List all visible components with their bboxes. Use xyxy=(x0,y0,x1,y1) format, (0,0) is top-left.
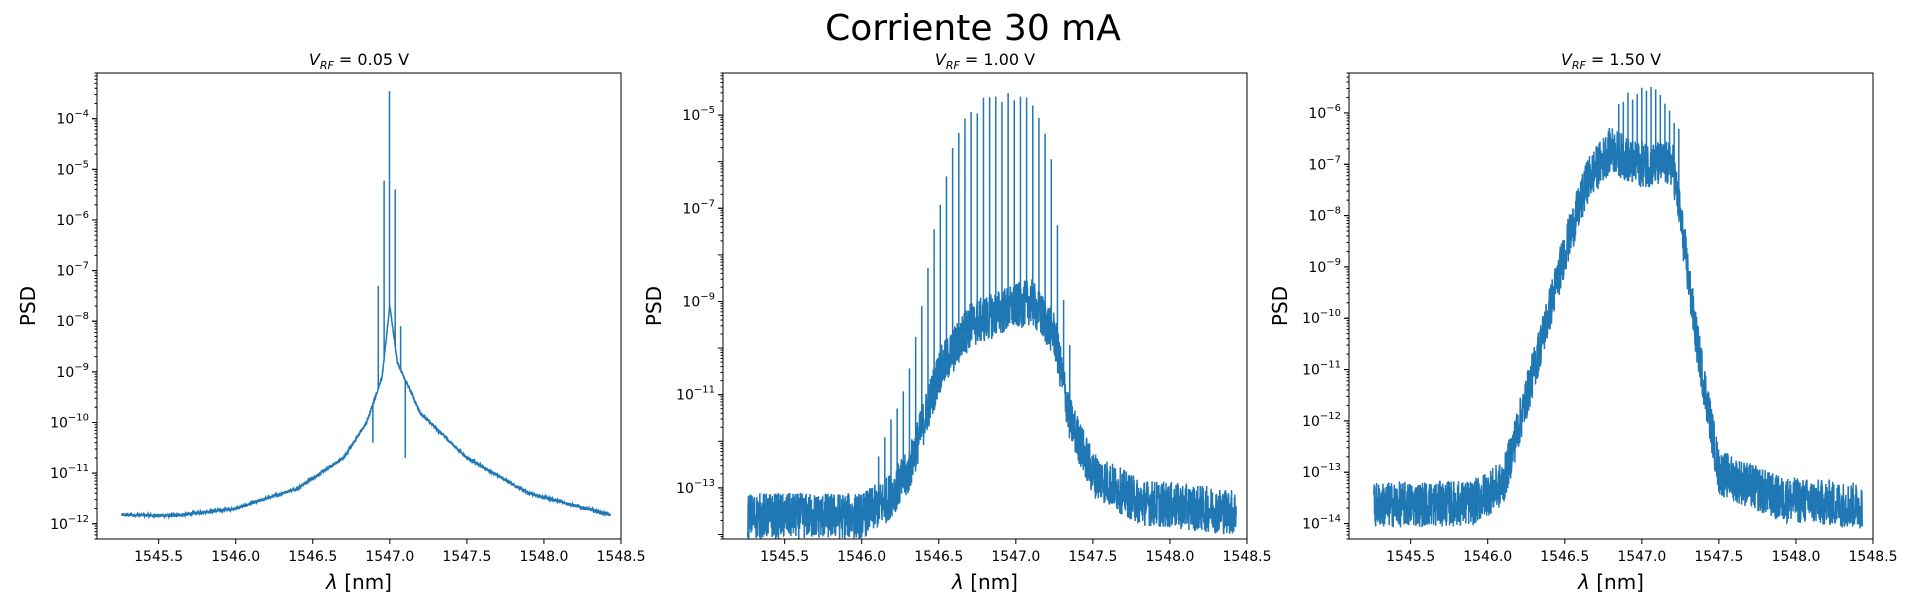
y-tick-label: 10−7 xyxy=(56,261,89,280)
subplot-3: 1545.5 1546.0 1546.5 1547.0 1547.5 1548.0 1548… xyxy=(1268,50,1898,594)
y-tick-label: 10−9 xyxy=(1308,257,1341,276)
x-tick-label: 1548.0 xyxy=(1145,549,1194,565)
y-tick-label: 10−4 xyxy=(56,109,89,128)
y-tick-label: 10−12 xyxy=(50,514,89,533)
y-tick-label: 10−5 xyxy=(682,105,715,124)
axes-frame xyxy=(1348,72,1874,540)
x-tick-label: 1546.5 xyxy=(914,549,963,565)
y-tick-label: 10−7 xyxy=(1308,154,1341,173)
subplot-title: VRF = 1.00 V xyxy=(935,50,1035,72)
x-tick-label: 1546.5 xyxy=(288,549,337,565)
x-tick-label: 1548.0 xyxy=(1771,549,1820,565)
subplot-title: VRF = 1.50 V xyxy=(1561,50,1661,72)
x-tick-label: 1548.5 xyxy=(1223,549,1272,565)
x-axis-label: λ [nm] xyxy=(1577,570,1644,594)
comb-lines xyxy=(877,93,1071,506)
y-tick-label: 10−8 xyxy=(56,311,89,330)
y-tick-label: 10−11 xyxy=(1302,360,1341,379)
x-tick-label: 1547.0 xyxy=(1617,549,1666,565)
subplot-1: 1545.5 1546.0 1546.5 1547.0 1547.5 1548.0 1548… xyxy=(16,50,646,594)
y-tick-label: 10−11 xyxy=(676,385,715,404)
y-tick-label: 10−12 xyxy=(1302,411,1341,430)
x-axis-label: λ [nm] xyxy=(951,570,1018,594)
y-tick-label: 10−6 xyxy=(56,210,89,229)
x-tick-label: 1548.5 xyxy=(1849,549,1898,565)
x-tick-label: 1548.5 xyxy=(597,549,646,565)
y-tick-label: 10−9 xyxy=(682,291,715,310)
y-tick-label: 10−5 xyxy=(56,159,89,178)
y-tick-label: 10−14 xyxy=(1302,514,1341,533)
y-tick-label: 10−11 xyxy=(50,463,89,482)
series-line xyxy=(120,305,611,520)
x-axis-label: λ [nm] xyxy=(325,570,392,594)
x-tick-label: 1546.5 xyxy=(1540,549,1589,565)
comb-lines xyxy=(1617,86,1680,206)
x-tick-label: 1545.5 xyxy=(1386,549,1435,565)
y-tick-label: 10−9 xyxy=(56,362,89,381)
subplot-2: 1545.5 1546.0 1546.5 1547.0 1547.5 1548.0 1548… xyxy=(642,50,1272,594)
y-tick-label: 10−13 xyxy=(1302,462,1341,481)
x-tick-label: 1547.5 xyxy=(1068,549,1117,565)
y-tick-label: 10−6 xyxy=(1308,103,1341,122)
axes-frame xyxy=(96,72,622,540)
x-tick-label: 1546.0 xyxy=(837,549,886,565)
y-tick-label: 10−8 xyxy=(1308,206,1341,225)
x-tick-label: 1547.5 xyxy=(1694,549,1743,565)
figure-title: Corriente 30 mA xyxy=(825,8,1121,49)
series-line xyxy=(1372,127,1863,529)
y-tick-label: 10−7 xyxy=(682,198,715,217)
series-line xyxy=(746,279,1237,539)
x-tick-label: 1546.0 xyxy=(211,549,260,565)
subplot-title: VRF = 0.05 V xyxy=(309,50,409,72)
x-tick-label: 1545.5 xyxy=(134,549,183,565)
y-tick-label: 10−13 xyxy=(676,478,715,497)
x-tick-label: 1547.0 xyxy=(365,549,414,565)
y-axis-label: PSD xyxy=(642,286,666,326)
y-tick-label: 10−10 xyxy=(50,413,89,432)
x-tick-label: 1548.0 xyxy=(519,549,568,565)
x-tick-label: 1547.5 xyxy=(442,549,491,565)
y-axis-label: PSD xyxy=(1268,286,1292,326)
x-tick-label: 1545.5 xyxy=(760,549,809,565)
x-tick-label: 1546.0 xyxy=(1463,549,1512,565)
y-axis-label: PSD xyxy=(16,286,40,326)
x-tick-label: 1547.0 xyxy=(991,549,1040,565)
y-tick-label: 10−10 xyxy=(1302,308,1341,327)
